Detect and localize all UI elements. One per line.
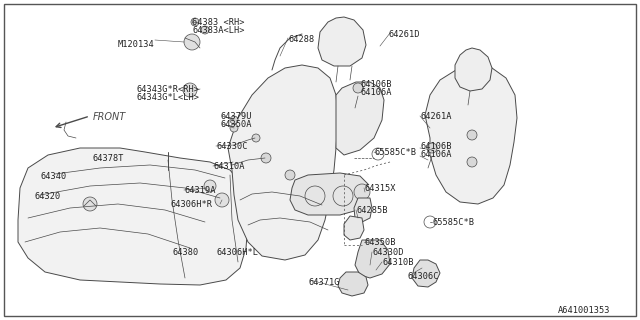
Polygon shape [412, 260, 440, 287]
Text: 65585C*B: 65585C*B [374, 148, 416, 157]
Circle shape [183, 83, 197, 97]
Text: 64380: 64380 [172, 248, 198, 257]
Circle shape [285, 170, 295, 180]
Polygon shape [228, 65, 338, 260]
Text: 64383 <RH>: 64383 <RH> [192, 18, 244, 27]
Circle shape [230, 124, 238, 132]
Text: 64350B: 64350B [364, 238, 396, 247]
Polygon shape [336, 82, 384, 155]
Text: 64106A: 64106A [360, 88, 392, 97]
Text: 64343G*L<LH>: 64343G*L<LH> [136, 93, 199, 102]
Text: 64378T: 64378T [92, 154, 124, 163]
Text: FRONT: FRONT [93, 112, 126, 122]
Circle shape [467, 130, 477, 140]
Text: 64315X: 64315X [364, 184, 396, 193]
Text: 64306C: 64306C [407, 272, 438, 281]
Polygon shape [318, 17, 366, 66]
Circle shape [427, 143, 437, 153]
Text: 64350A: 64350A [220, 120, 252, 129]
Circle shape [191, 18, 199, 26]
Text: 64106B: 64106B [360, 80, 392, 89]
Circle shape [184, 34, 200, 50]
Text: 64306H*L: 64306H*L [216, 248, 258, 257]
Text: 64330D: 64330D [372, 248, 403, 257]
Text: 64261A: 64261A [420, 112, 451, 121]
Text: 64340: 64340 [40, 172, 67, 181]
Text: 64285B: 64285B [356, 206, 387, 215]
Text: 64310B: 64310B [382, 258, 413, 267]
Polygon shape [290, 173, 368, 215]
Text: 64261D: 64261D [388, 30, 419, 39]
Polygon shape [455, 48, 492, 91]
Text: 64106B: 64106B [420, 142, 451, 151]
Text: 64383A<LH>: 64383A<LH> [192, 26, 244, 35]
Polygon shape [344, 216, 364, 240]
Text: 64319A: 64319A [184, 186, 216, 195]
Text: 64379U: 64379U [220, 112, 252, 121]
Circle shape [261, 153, 271, 163]
Text: 64310A: 64310A [213, 162, 244, 171]
Text: 65585C*B: 65585C*B [432, 218, 474, 227]
Circle shape [354, 184, 370, 200]
Text: 64371G: 64371G [308, 278, 339, 287]
Circle shape [230, 116, 238, 124]
Text: 64106A: 64106A [420, 150, 451, 159]
Text: 64320: 64320 [34, 192, 60, 201]
Circle shape [215, 193, 229, 207]
Text: 64330C: 64330C [216, 142, 248, 151]
Text: M120134: M120134 [118, 40, 155, 49]
Circle shape [204, 180, 216, 192]
Polygon shape [18, 148, 248, 285]
Circle shape [252, 134, 260, 142]
Polygon shape [338, 272, 368, 296]
Polygon shape [425, 66, 517, 204]
Polygon shape [354, 198, 372, 222]
Text: A641001353: A641001353 [558, 306, 611, 315]
Text: 64306H*R: 64306H*R [170, 200, 212, 209]
Circle shape [353, 83, 363, 93]
Polygon shape [355, 240, 390, 278]
Circle shape [201, 26, 209, 34]
Text: 64288: 64288 [288, 35, 314, 44]
Circle shape [83, 197, 97, 211]
Circle shape [467, 157, 477, 167]
Text: 64343G*R<RH>: 64343G*R<RH> [136, 85, 199, 94]
